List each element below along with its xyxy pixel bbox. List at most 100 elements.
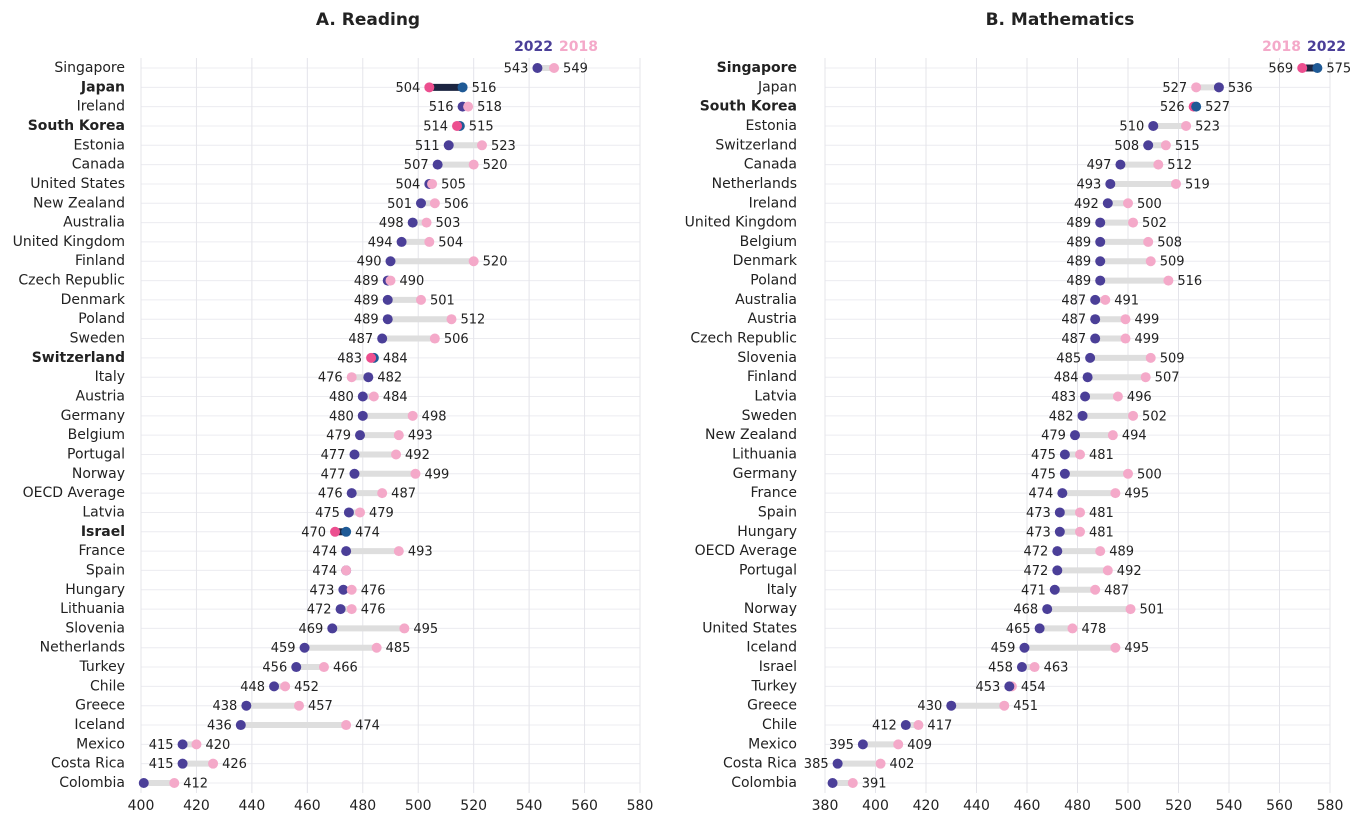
dot	[424, 82, 435, 93]
dot	[900, 720, 911, 731]
value-label: 482	[377, 371, 402, 386]
value-label: 473	[1026, 506, 1051, 521]
value-label: 474	[355, 719, 380, 734]
dot	[468, 256, 479, 267]
dot	[385, 256, 396, 267]
panel: A. Reading 400 420 440 460 480 500 520 540 560 580…	[13, 10, 654, 814]
dot	[1052, 565, 1063, 576]
dot	[1128, 410, 1139, 421]
dot	[1125, 604, 1136, 615]
dot	[1095, 546, 1106, 557]
category-label: South Korea	[28, 118, 125, 134]
category-label: Finland	[747, 369, 797, 385]
category-label: Lithuania	[60, 601, 125, 617]
dot	[1107, 430, 1118, 441]
dot	[346, 584, 357, 595]
category-label: Latvia	[754, 389, 797, 405]
dot	[1075, 526, 1086, 537]
dot	[832, 758, 843, 769]
dot	[1102, 198, 1113, 209]
value-label: 459	[991, 641, 1016, 656]
dot	[893, 739, 904, 750]
value-label: 495	[1124, 641, 1149, 656]
value-label: 474	[312, 564, 337, 579]
value-label: 454	[1021, 680, 1046, 695]
dot	[452, 120, 463, 131]
panel-title: B. Mathematics	[986, 10, 1135, 30]
category-label: Israel	[81, 524, 125, 540]
category-label: New Zealand	[33, 195, 125, 211]
value-label: 493	[408, 545, 433, 560]
dot	[343, 507, 354, 518]
value-label: 472	[307, 603, 332, 618]
x-tick-label: 500	[405, 798, 432, 814]
value-label: 500	[1137, 197, 1162, 212]
value-label: 476	[361, 603, 386, 618]
dot	[1105, 178, 1116, 189]
dot	[318, 662, 329, 673]
value-label: 523	[491, 139, 516, 154]
x-tick-label: 540	[1216, 798, 1243, 814]
value-label: 478	[1081, 622, 1106, 637]
dot	[169, 778, 180, 788]
value-label: 474	[1029, 487, 1054, 502]
value-label: 487	[1061, 332, 1086, 347]
value-label: 475	[315, 506, 340, 521]
category-label: Colombia	[731, 775, 797, 791]
value-label: 409	[907, 738, 932, 753]
value-label: 476	[318, 487, 343, 502]
dot	[1090, 584, 1101, 595]
value-label: 516	[472, 81, 497, 96]
dot	[1067, 623, 1078, 634]
dot	[1102, 565, 1113, 576]
category-label: Denmark	[733, 253, 798, 269]
value-label: 492	[1117, 564, 1142, 579]
dot	[1153, 159, 1164, 170]
value-label: 438	[213, 699, 238, 714]
dot	[1069, 430, 1080, 441]
value-label: 536	[1228, 81, 1253, 96]
dot	[1148, 120, 1159, 131]
dot	[1163, 275, 1174, 286]
value-label: 412	[872, 719, 897, 734]
value-label: 492	[405, 448, 430, 463]
value-label: 549	[563, 62, 588, 77]
dot	[385, 275, 396, 286]
x-tick-label: 480	[1064, 798, 1091, 814]
category-label: Canada	[72, 157, 125, 173]
x-tick-label: 400	[862, 798, 889, 814]
x-tick-label: 480	[349, 798, 376, 814]
value-label: 504	[395, 81, 420, 96]
category-label: Italy	[767, 582, 797, 598]
category-label: United States	[30, 176, 125, 192]
value-label: 510	[1119, 119, 1144, 134]
value-label: 487	[1104, 583, 1129, 598]
dot	[415, 198, 426, 209]
value-label: 480	[329, 390, 354, 405]
value-label: 415	[149, 738, 174, 753]
dot	[427, 178, 438, 189]
value-label: 526	[1160, 100, 1185, 115]
legend-entry: 2022	[514, 39, 553, 55]
dot	[355, 430, 366, 441]
value-label: 430	[917, 699, 942, 714]
dot	[999, 700, 1010, 711]
value-label: 501	[387, 197, 412, 212]
dot	[429, 198, 440, 209]
dot	[1110, 642, 1121, 653]
x-tick-label: 440	[963, 798, 990, 814]
value-label: 481	[1089, 525, 1114, 540]
dot	[341, 565, 352, 576]
category-label: Norway	[744, 601, 797, 617]
value-label: 499	[424, 467, 449, 482]
category-label: Israel	[759, 659, 797, 675]
category-label: Belgium	[68, 427, 125, 443]
dot	[393, 430, 404, 441]
dot	[349, 449, 360, 460]
value-label: 499	[1134, 332, 1159, 347]
value-label: 479	[326, 429, 351, 444]
dot	[341, 720, 352, 731]
dot	[407, 410, 418, 421]
category-label: Chile	[90, 678, 125, 694]
dot	[1145, 352, 1156, 363]
